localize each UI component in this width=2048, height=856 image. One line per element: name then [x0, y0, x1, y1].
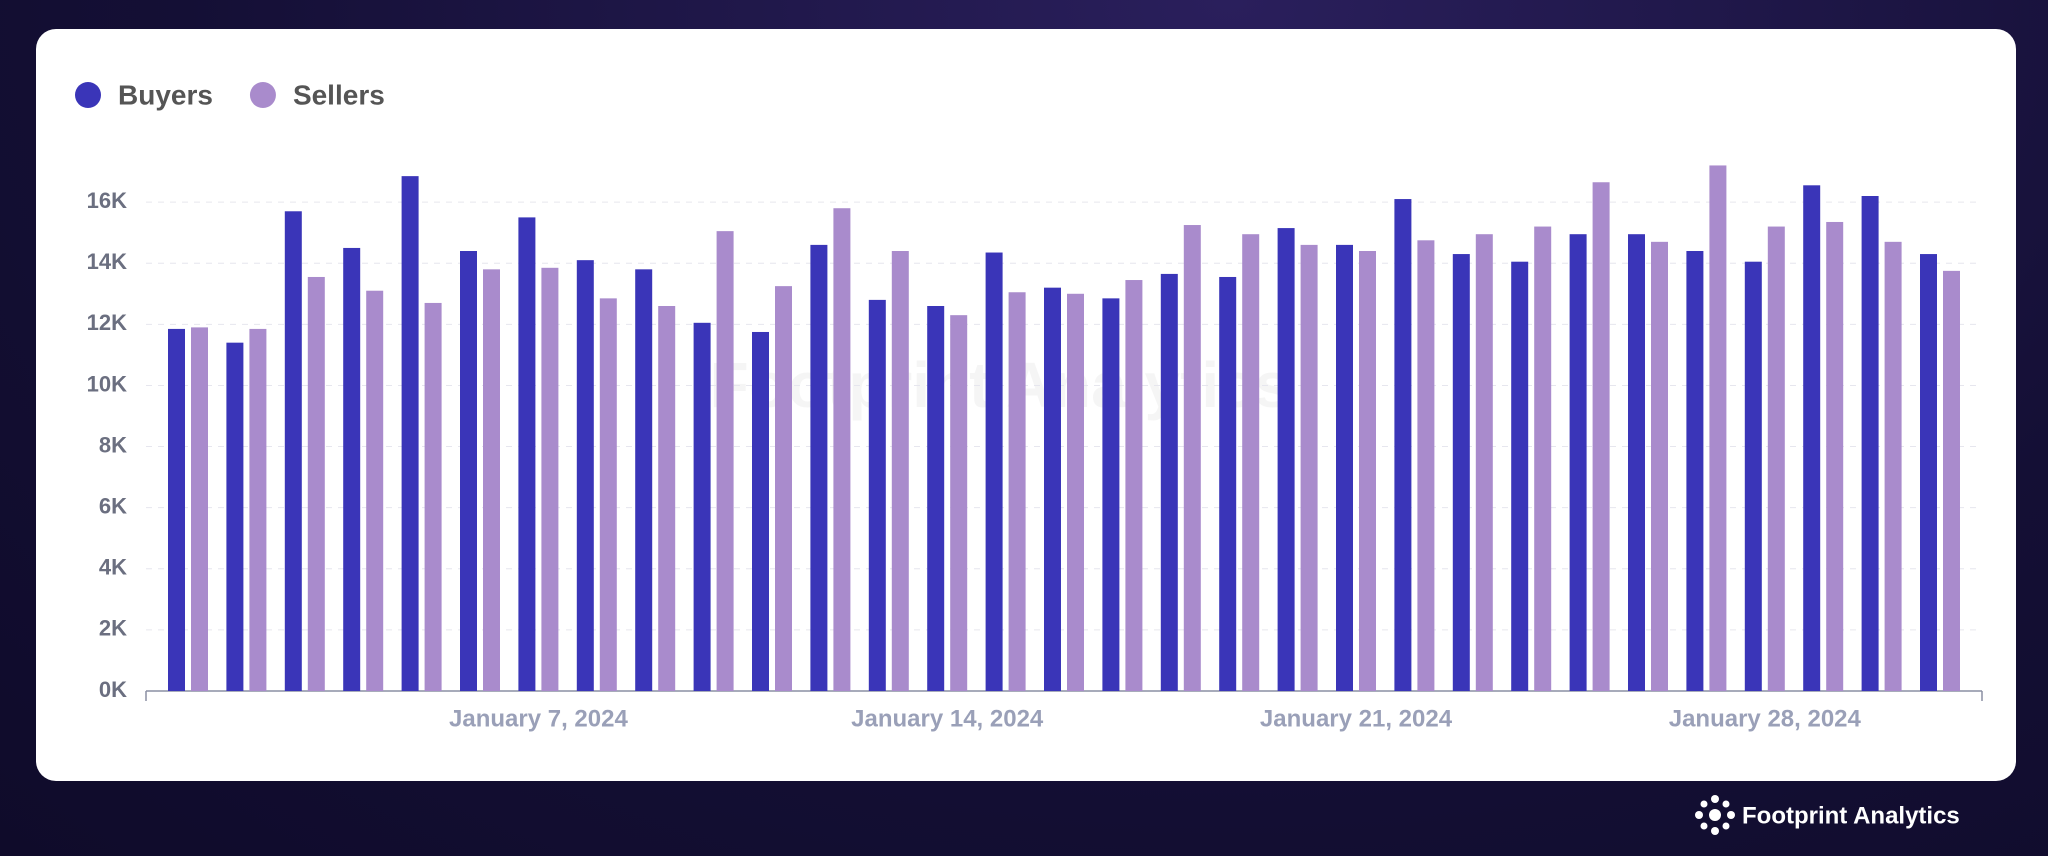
x-tick-label: January 14, 2024	[851, 705, 1044, 732]
bar	[891, 251, 909, 691]
bar	[1160, 273, 1178, 691]
bar	[1183, 225, 1201, 691]
x-tick-label: January 7, 2024	[449, 705, 628, 732]
bar	[1044, 287, 1061, 691]
bar	[424, 302, 442, 691]
bar	[576, 260, 594, 691]
bar	[950, 315, 968, 691]
bar	[541, 267, 559, 691]
y-tick-label: 2K	[99, 616, 127, 641]
bar	[1884, 241, 1902, 692]
bar	[927, 306, 945, 691]
legend-label: Buyers	[118, 79, 213, 110]
bar	[1744, 261, 1762, 691]
bar	[401, 176, 419, 691]
x-tick-label: January 21, 2024	[1260, 705, 1453, 732]
bar	[1102, 298, 1120, 691]
bar	[868, 299, 886, 691]
bar	[1452, 254, 1470, 692]
bar	[1008, 292, 1026, 691]
bar	[752, 331, 769, 691]
bar	[284, 211, 302, 691]
bar	[1920, 254, 1937, 692]
bar	[1067, 293, 1084, 691]
bar	[1475, 234, 1493, 691]
bar	[343, 247, 361, 691]
bar	[1417, 240, 1435, 692]
bar	[1651, 241, 1668, 692]
legend-marker	[75, 82, 101, 108]
y-tick-label: 16K	[87, 188, 127, 213]
bar	[1336, 244, 1353, 691]
bar	[1628, 234, 1645, 691]
bar	[716, 231, 734, 691]
bar	[366, 290, 384, 691]
bar	[307, 276, 325, 691]
bar	[191, 327, 208, 691]
bar	[518, 217, 536, 691]
bar	[658, 306, 676, 691]
bar	[1686, 251, 1704, 691]
bar	[1569, 234, 1587, 691]
legend-label: Sellers	[293, 79, 385, 110]
y-tick-label: 4K	[99, 555, 127, 580]
bar	[226, 342, 244, 691]
brand-logo	[1695, 795, 1735, 835]
bar	[460, 251, 477, 691]
y-tick-label: 6K	[99, 493, 127, 518]
bar	[1861, 196, 1879, 691]
bar	[1534, 226, 1552, 692]
bar	[1125, 280, 1143, 691]
legend-marker	[249, 82, 276, 108]
bar	[1943, 270, 1960, 691]
y-tick-label: 10K	[87, 371, 127, 396]
bar	[1803, 185, 1821, 692]
y-tick-label: 0K	[99, 677, 127, 702]
bar	[168, 328, 185, 691]
bar	[1359, 251, 1376, 691]
bar	[1219, 276, 1237, 691]
bar	[1709, 165, 1727, 691]
bar	[775, 286, 792, 691]
bar	[1826, 221, 1844, 691]
bar	[1511, 261, 1529, 691]
bar	[1300, 244, 1318, 691]
bar	[693, 322, 711, 691]
bar	[1767, 226, 1785, 692]
bar	[249, 328, 267, 691]
y-tick-label: 12K	[87, 310, 127, 335]
bar	[483, 269, 500, 691]
bar	[599, 298, 617, 691]
y-tick-label: 14K	[87, 249, 127, 274]
y-tick-label: 8K	[99, 432, 127, 457]
bar	[1242, 234, 1260, 691]
bar	[833, 208, 851, 691]
bar	[985, 252, 1003, 691]
bar	[635, 269, 653, 691]
bar	[1592, 182, 1610, 691]
brand: Footprint Analytics	[1742, 802, 1960, 829]
x-tick-label: January 28, 2024	[1669, 705, 1862, 732]
bar	[1277, 228, 1295, 692]
bar	[1394, 199, 1412, 692]
bar	[810, 244, 828, 691]
